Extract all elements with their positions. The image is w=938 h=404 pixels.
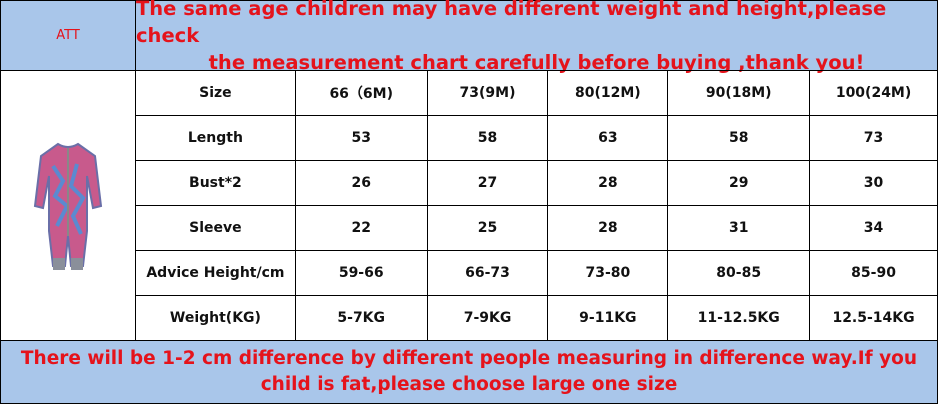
row-header: Advice Height/cm (135, 250, 296, 296)
table-cell: 58 (426, 115, 549, 161)
table-cell: 28 (547, 205, 669, 251)
table-cell: 53 (294, 115, 428, 161)
table-row: Size 66（6M) 73(9M) 80(12M) 90(18M) 100(24M) (135, 70, 938, 116)
table-row: Bust*2 26 27 28 29 30 (135, 160, 938, 206)
table-cell: 28 (547, 160, 669, 206)
header-title: The same age children may have different… (135, 0, 938, 74)
table-cell: 25 (426, 205, 549, 251)
table-cell: 12.5-14KG (809, 295, 938, 341)
row-header: Bust*2 (135, 160, 296, 206)
table-cell: 58 (667, 115, 811, 161)
table-cell: 34 (809, 205, 938, 251)
row-header: Length (135, 115, 296, 161)
table-cell: 73(9M) (426, 70, 549, 116)
table-row: Weight(KG) 5-7KG 7-9KG 9-11KG 11-12.5KG 12.5-… (135, 295, 938, 341)
table-row: Advice Height/cm 59-66 66-73 73-80 80-85 85-9… (135, 250, 938, 296)
table-cell: 26 (294, 160, 428, 206)
table-cell: 30 (809, 160, 938, 206)
table-cell: 11-12.5KG (667, 295, 811, 341)
table-cell: 90(18M) (667, 70, 811, 116)
table-cell: 63 (547, 115, 669, 161)
footer-note: There will be 1-2 cm difference by diffe… (0, 340, 938, 404)
table-row: Sleeve 22 25 28 31 34 (135, 205, 938, 251)
romper-icon (33, 142, 103, 270)
table-cell: 73-80 (547, 250, 669, 296)
title-line: The same age children may have different… (136, 0, 887, 47)
table-cell: 7-9KG (426, 295, 549, 341)
table-cell: 80-85 (667, 250, 811, 296)
table-cell: 59-66 (294, 250, 428, 296)
table-cell: 80(12M) (547, 70, 669, 116)
table-cell: 73 (809, 115, 938, 161)
row-header: Size (135, 70, 296, 116)
table-cell: 66-73 (426, 250, 549, 296)
footer-line: child is fat,please choose large one siz… (260, 374, 678, 395)
row-header: Weight(KG) (135, 295, 296, 341)
table-cell: 27 (426, 160, 549, 206)
header-label: ATT (0, 0, 136, 71)
table-cell: 31 (667, 205, 811, 251)
row-header: Sleeve (135, 205, 296, 251)
table-cell: 29 (667, 160, 811, 206)
size-table: Size 66（6M) 73(9M) 80(12M) 90(18M) 100(24M) Le… (135, 70, 938, 341)
table-cell: 9-11KG (547, 295, 669, 341)
table-cell: 22 (294, 205, 428, 251)
title-line: the measurement chart carefully before b… (208, 51, 865, 74)
table-cell: 5-7KG (294, 295, 428, 341)
footer-line: There will be 1-2 cm difference by diffe… (20, 348, 918, 369)
table-cell: 66（6M) (294, 70, 428, 116)
table-cell: 100(24M) (809, 70, 938, 116)
product-image (0, 70, 136, 341)
table-row: Length 53 58 63 58 73 (135, 115, 938, 161)
table-cell: 85-90 (809, 250, 938, 296)
